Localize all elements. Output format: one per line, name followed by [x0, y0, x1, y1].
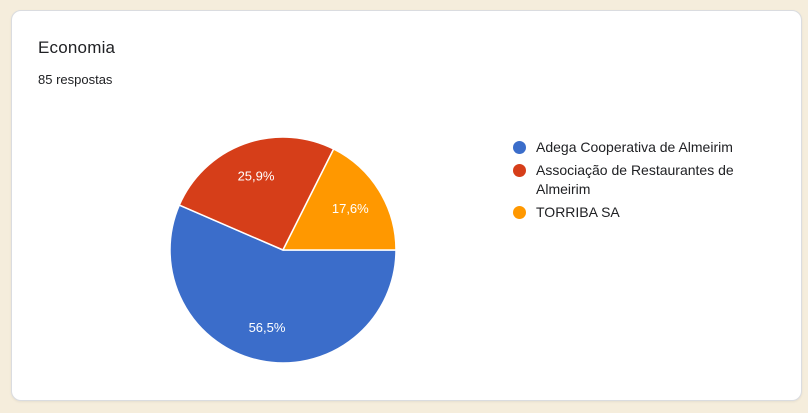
question-summary-card: Economia 85 respostas 56,5% 25,9% 17,6% Ad… [11, 10, 802, 401]
legend-item: Adega Cooperativa de Almeirim [513, 138, 768, 157]
pie-slice-percentage-label: 56,5% [249, 320, 286, 335]
legend-dot-icon [513, 206, 526, 219]
question-title: Economia [38, 38, 116, 57]
response-count: 85 respostas [38, 72, 113, 87]
legend-dot-icon [513, 164, 526, 177]
pie-slice[interactable] [169, 204, 397, 364]
legend-label: Associação de Restaurantes de Almeirim [536, 162, 734, 197]
legend-label: Adega Cooperativa de Almeirim [536, 139, 733, 155]
chart-legend: Adega Cooperativa de Almeirim Associação … [513, 138, 768, 222]
pie-slice[interactable] [282, 148, 397, 251]
pie-chart-svg: 56,5% 25,9% 17,6% [169, 136, 397, 364]
pie-slice-percentage-label: 25,9% [238, 168, 275, 183]
legend-dot-icon [513, 141, 526, 154]
pie-slice[interactable] [178, 136, 335, 251]
pie-chart: 56,5% 25,9% 17,6% [167, 134, 399, 366]
pie-slice-percentage-label: 17,6% [332, 201, 369, 216]
legend-item: TORRIBA SA [513, 203, 768, 222]
legend-label: TORRIBA SA [536, 204, 620, 220]
legend-item: Associação de Restaurantes de Almeirim [513, 161, 768, 199]
